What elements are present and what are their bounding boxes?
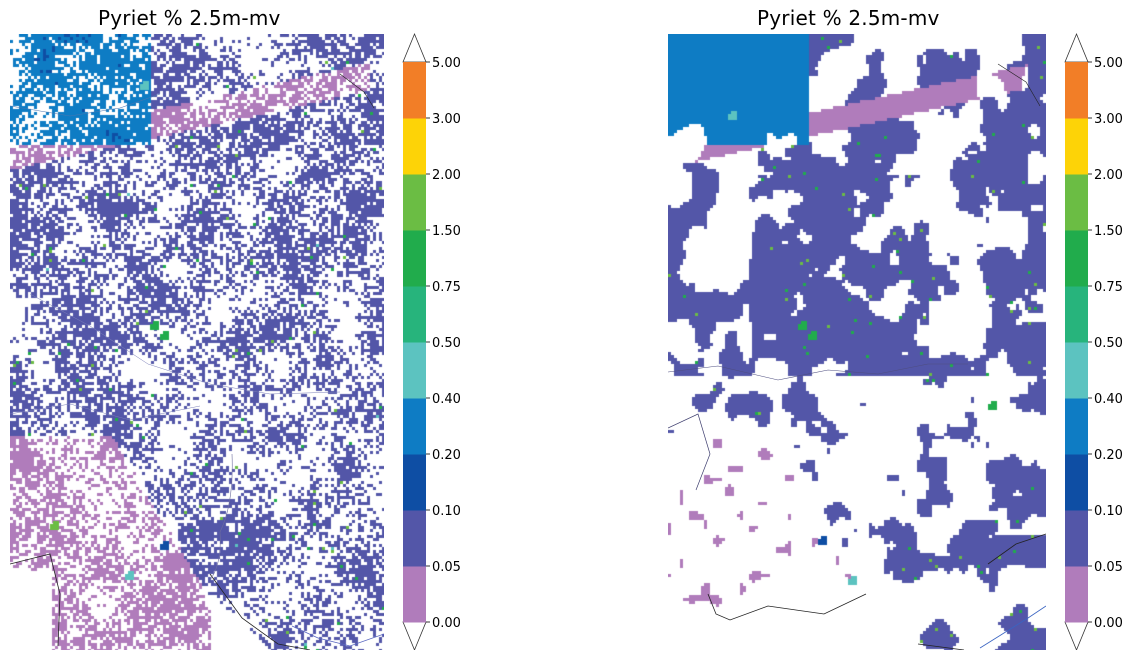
colorbar-tick-label: 0.00: [432, 616, 461, 631]
boundary-lines: [668, 63, 1046, 650]
colorbar-tick-label: 0.10: [1094, 504, 1123, 519]
colorbar-band: [1065, 118, 1088, 175]
map-title: Pyriet % 2.5m-mv: [757, 6, 940, 30]
boundary-lines: [10, 73, 384, 650]
colorbar-tick-label: 0.20: [432, 448, 461, 463]
colorbar-tick-label: 2.00: [1094, 168, 1123, 183]
colorbar-tick-label: 0.05: [432, 560, 461, 575]
pyrite-raster: [10, 34, 384, 650]
colorbar-tick-label: 0.75: [1094, 280, 1123, 295]
pyrite-map-scattered: [10, 34, 384, 650]
colorbar-band: [1065, 230, 1088, 287]
colorbar-tick-label: 0.50: [1094, 336, 1123, 351]
colorbar-scale: 0.00 0.05 0.10 0.20 0.40 0.50 0.75 1.50 2.00 3.00…: [1064, 32, 1123, 650]
colorbar-tick-label: 5.00: [1094, 56, 1123, 71]
colorbar-band: [1065, 174, 1088, 231]
colorbar: 0.00 0.05 0.10 0.20 0.40 0.50 0.75 1.50 2.00 3.00…: [398, 32, 461, 650]
colorbar-tick-label: 2.00: [432, 168, 461, 183]
colorbar-band: [1065, 454, 1088, 511]
colorbar-tick-label: 5.00: [432, 56, 461, 71]
colorbar-tick-label: 0.50: [432, 336, 461, 351]
colorbar-band: [403, 174, 426, 231]
colorbar-tick-label: 3.00: [1094, 112, 1123, 127]
colorbar-extend-min: [402, 621, 427, 650]
pyrite-map-smoothed: [668, 34, 1046, 650]
colorbar-extend-min: [1064, 621, 1089, 650]
colorbar-band: [403, 230, 426, 287]
colorbar-band: [1065, 62, 1088, 119]
colorbar-band: [403, 398, 426, 455]
colorbar-extend-max: [402, 32, 427, 63]
colorbar-tick-label: 1.50: [432, 224, 461, 239]
colorbar: 0.00 0.05 0.10 0.20 0.40 0.50 0.75 1.50 2.00 3.00…: [1060, 32, 1123, 650]
colorbar-tick-label: 0.05: [1094, 560, 1123, 575]
pyrite-raster: [668, 34, 1046, 650]
colorbar-extend-max: [1064, 32, 1089, 63]
right-map-panel: Pyriet % 2.5m-mv 0.00 0.05 0.10 0.20 0.40 0.5…: [655, 0, 1129, 650]
colorbar-tick-label: 0.75: [432, 280, 461, 295]
colorbar-scale: 0.00 0.05 0.10 0.20 0.40 0.50 0.75 1.50 2.00 3.00…: [402, 32, 461, 650]
colorbar-tick-label: 0.20: [1094, 448, 1123, 463]
colorbar-tick-label: 0.00: [1094, 616, 1123, 631]
colorbar-tick-label: 0.40: [432, 392, 461, 407]
colorbar-tick-label: 0.10: [432, 504, 461, 519]
map-title: Pyriet % 2.5m-mv: [98, 6, 281, 30]
colorbar-band: [403, 454, 426, 511]
colorbar-tick-label: 1.50: [1094, 224, 1123, 239]
colorbar-band: [403, 342, 426, 399]
colorbar-band: [1065, 566, 1088, 623]
colorbar-band: [1065, 342, 1088, 399]
colorbar-band: [403, 62, 426, 119]
colorbar-tick-label: 3.00: [432, 112, 461, 127]
colorbar-band: [403, 566, 426, 623]
colorbar-band: [403, 118, 426, 175]
left-map-panel: Pyriet % 2.5m-mv 0.00 0.05 0.10 0.20 0.40 0.5…: [0, 0, 470, 650]
colorbar-tick-label: 0.40: [1094, 392, 1123, 407]
colorbar-band: [1065, 398, 1088, 455]
colorbar-band: [1065, 510, 1088, 567]
colorbar-band: [403, 510, 426, 567]
colorbar-band: [1065, 286, 1088, 343]
colorbar-band: [403, 286, 426, 343]
